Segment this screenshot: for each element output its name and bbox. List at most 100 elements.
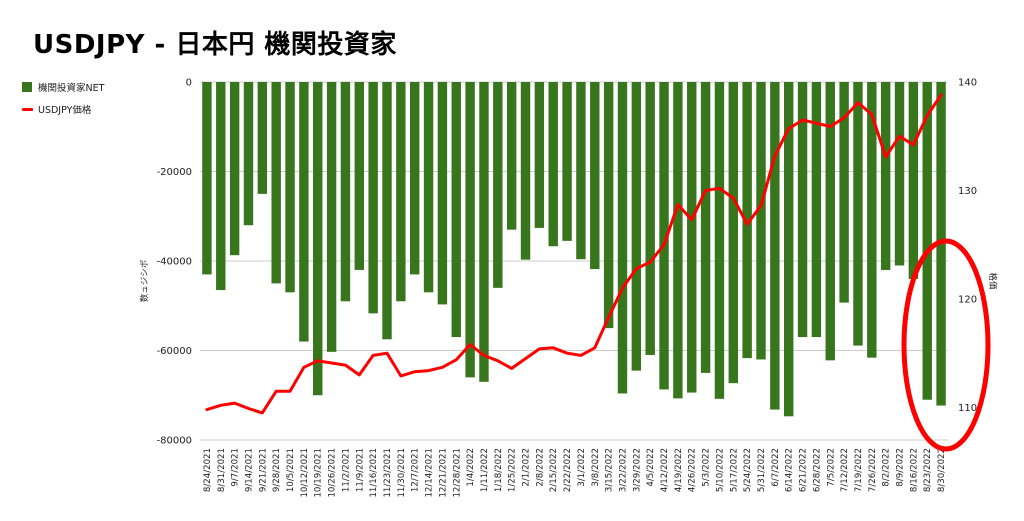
- bar: [493, 82, 503, 288]
- x-tick-label: 12/7/2021: [411, 448, 421, 492]
- x-tick-label: 11/9/2021: [355, 448, 365, 492]
- x-tick-label: 6/14/2022: [785, 448, 795, 492]
- x-tick-label: 8/31/2021: [217, 448, 227, 492]
- bar: [271, 82, 281, 284]
- x-tick-label: 8/30/2022: [937, 448, 947, 492]
- bar: [396, 82, 406, 302]
- legend-label-bars: 機関投資家NET: [38, 83, 105, 94]
- legend-item-line: USDJPY価格: [22, 98, 104, 120]
- bar: [437, 82, 448, 305]
- bar: [520, 82, 531, 260]
- x-tick-label: 2/15/2022: [549, 448, 559, 492]
- x-tick-label: 6/21/2022: [799, 448, 809, 492]
- x-tick-label: 4/19/2022: [674, 448, 684, 492]
- bar: [908, 82, 919, 279]
- bar: [603, 82, 614, 329]
- bar: [728, 82, 739, 384]
- bar: [202, 82, 212, 275]
- bar: [825, 82, 835, 361]
- bar: [659, 82, 669, 390]
- legend-swatch-bars: [22, 82, 32, 92]
- chart-title: USDJPY - 日本円 機関投資家: [33, 30, 397, 60]
- x-tick-label: 7/26/2022: [868, 448, 878, 492]
- y-right-tick-label: 110: [958, 403, 977, 414]
- x-tick-label: 5/31/2022: [757, 448, 767, 492]
- x-tick-label: 2/1/2022: [522, 448, 532, 487]
- x-tick-label: 9/21/2021: [258, 448, 268, 492]
- bar: [506, 82, 517, 230]
- x-tick-label: 2/8/2022: [535, 448, 545, 487]
- x-tick-label: 1/4/2022: [466, 448, 476, 487]
- bar: [839, 82, 849, 303]
- bar: [783, 82, 794, 417]
- bar: [880, 82, 891, 270]
- x-tick-label: 9/14/2021: [245, 448, 255, 492]
- y-right-axis-title: 格価: [987, 272, 998, 290]
- bar: [770, 82, 780, 410]
- x-tick-label: 8/16/2022: [909, 448, 919, 492]
- bar: [243, 82, 254, 226]
- bar: [867, 82, 877, 358]
- bar: [700, 82, 711, 373]
- y-left-tick-label: -60000: [157, 346, 192, 357]
- bar: [631, 82, 642, 371]
- x-tick-label: 8/9/2022: [896, 448, 906, 487]
- bar: [590, 82, 600, 270]
- bar: [797, 82, 808, 338]
- x-tick-label: 11/30/2021: [397, 448, 407, 498]
- x-tick-label: 11/2/2021: [341, 448, 351, 492]
- legend-label-line: USDJPY価格: [38, 105, 92, 116]
- bar: [673, 82, 683, 399]
- x-tick-label: 7/12/2022: [840, 448, 850, 492]
- x-tick-label: 8/2/2022: [882, 448, 892, 487]
- bar: [548, 82, 558, 247]
- bar: [534, 82, 545, 228]
- y-left-tick-label: -80000: [157, 436, 192, 447]
- x-tick-label: 7/5/2022: [826, 448, 836, 487]
- x-tick-label: 4/26/2022: [688, 448, 698, 492]
- bar: [645, 82, 655, 355]
- bar: [285, 82, 295, 293]
- legend-item-bars: 機関投資家NET: [22, 76, 104, 98]
- bar: [409, 82, 420, 275]
- bar: [257, 82, 268, 194]
- x-tick-label: 11/16/2021: [369, 448, 379, 498]
- x-tick-label: 12/14/2021: [425, 448, 435, 498]
- x-tick-label: 5/3/2022: [702, 448, 712, 487]
- x-tick-label: 1/18/2022: [494, 448, 504, 492]
- x-tick-label: 3/22/2022: [619, 448, 629, 492]
- x-tick-label: 1/25/2022: [508, 448, 518, 492]
- x-tick-label: 8/24/2021: [203, 448, 213, 492]
- bar: [742, 82, 752, 359]
- bar: [326, 82, 337, 352]
- x-tick-label: 9/7/2021: [231, 448, 241, 487]
- x-tick-label: 5/24/2022: [743, 448, 753, 492]
- bar: [562, 82, 572, 241]
- x-tick-label: 3/1/2022: [577, 448, 587, 487]
- y-right-tick-label: 120: [958, 294, 977, 305]
- bar: [299, 82, 309, 342]
- bar: [853, 82, 863, 346]
- x-tick-label: 7/19/2022: [854, 448, 864, 492]
- bar: [451, 82, 461, 338]
- x-tick-label: 10/19/2021: [314, 448, 324, 498]
- bar: [811, 82, 822, 338]
- bar: [756, 82, 766, 360]
- bar: [922, 82, 932, 400]
- bar: [617, 82, 628, 394]
- bar: [313, 82, 323, 396]
- bar: [894, 82, 905, 266]
- x-tick-label: 12/28/2021: [452, 448, 462, 498]
- x-tick-label: 10/5/2021: [286, 448, 296, 492]
- x-tick-label: 8/23/2022: [923, 448, 933, 492]
- price-line: [205, 93, 943, 415]
- x-tick-label: 3/29/2022: [632, 448, 642, 492]
- bar: [354, 82, 365, 270]
- bar: [714, 82, 725, 399]
- x-tick-label: 4/5/2022: [646, 448, 656, 487]
- x-tick-label: 10/26/2021: [328, 448, 338, 498]
- legend: 機関投資家NET USDJPY価格: [22, 76, 104, 120]
- x-tick-label: 2/22/2022: [563, 448, 573, 492]
- bar: [465, 82, 475, 378]
- y-right-tick-label: 130: [958, 186, 977, 197]
